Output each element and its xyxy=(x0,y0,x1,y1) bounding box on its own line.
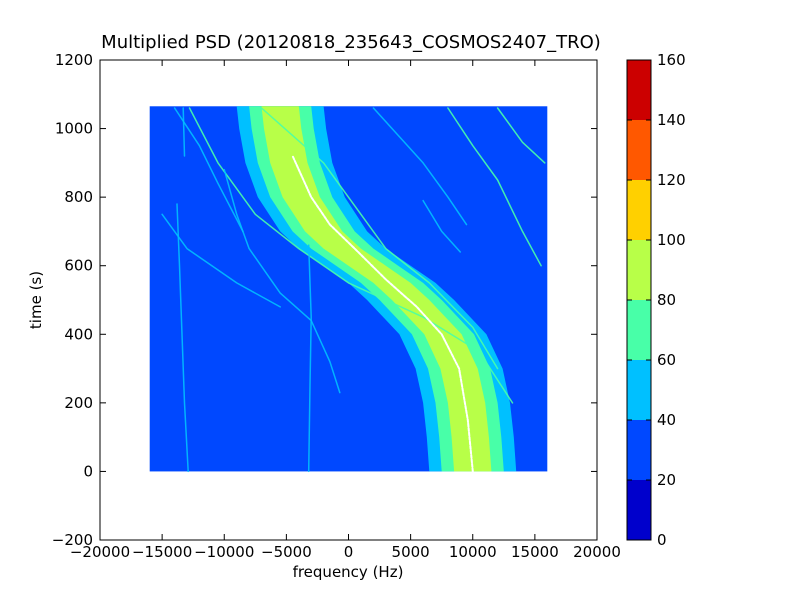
signal-trace xyxy=(307,244,312,473)
colorbar-tick-label: 60 xyxy=(657,351,676,369)
signal-trace xyxy=(422,199,462,253)
signal-trace xyxy=(223,168,341,394)
signal-trace xyxy=(447,107,542,267)
colorbar-tick-label: 80 xyxy=(657,291,676,309)
y-tick-label: 800 xyxy=(64,188,93,206)
x-tick-label: −5000 xyxy=(261,543,312,561)
plot-area xyxy=(99,59,598,541)
x-tick-label: 20000 xyxy=(573,543,621,561)
x-tick-label: 10000 xyxy=(449,543,497,561)
signal-trace xyxy=(173,107,244,233)
colorbar-tick-label: 100 xyxy=(657,231,686,249)
signal-trace xyxy=(260,107,499,370)
colorbar-tick-label: 0 xyxy=(657,531,667,549)
colorbar: 0 20 40 60 80 100 120 140 160 xyxy=(626,51,686,549)
y-tick-label: 0 xyxy=(83,462,93,480)
chart-title: Multiplied PSD (20120818_235643_COSMOS24… xyxy=(101,32,601,53)
x-axis-label: frequency (Hz) xyxy=(293,563,404,581)
y-axis: −200 0 200 400 600 800 1000 1200 xyxy=(52,51,597,549)
doppler-trace xyxy=(291,155,474,473)
colorbar-segment xyxy=(627,360,651,420)
x-tick-label: 15000 xyxy=(511,543,559,561)
colorbar-segment xyxy=(627,420,651,480)
signal-trace xyxy=(496,107,546,164)
signal-trace xyxy=(182,107,186,157)
y-tick-label: −200 xyxy=(52,531,93,549)
signal-trace xyxy=(176,203,189,473)
y-tick-label: 1000 xyxy=(55,120,93,138)
x-tick-label: 5000 xyxy=(392,543,430,561)
x-tick-label: −10000 xyxy=(194,543,254,561)
y-tick-label: 600 xyxy=(64,257,93,275)
heatmap-data xyxy=(149,106,548,473)
x-tick-label: 0 xyxy=(344,543,354,561)
colorbar-tick-label: 140 xyxy=(657,111,686,129)
x-axis: −20000 −15000 −10000 −5000 0 5000 10000 15000 20… xyxy=(70,60,621,561)
y-tick-label: 400 xyxy=(64,325,93,343)
colorbar-tick-label: 40 xyxy=(657,411,676,429)
colorbar-segment xyxy=(627,480,651,540)
y-axis-label: time (s) xyxy=(27,271,45,329)
signal-trace xyxy=(161,213,281,308)
colorbar-segment xyxy=(627,120,651,180)
y-tick-label: 1200 xyxy=(55,51,93,69)
colorbar-segment xyxy=(627,60,651,120)
colorbar-segment xyxy=(627,180,651,240)
colorbar-tick-label: 160 xyxy=(657,51,686,69)
signal-trace xyxy=(372,107,468,226)
colorbar-segment xyxy=(627,240,651,300)
y-tick-label: 200 xyxy=(64,394,93,412)
colorbar-tick-label: 120 xyxy=(657,171,686,189)
x-tick-label: −15000 xyxy=(132,543,192,561)
x-tick-label: −20000 xyxy=(70,543,130,561)
colorbar-segment xyxy=(627,300,651,360)
main-signal-band xyxy=(261,106,492,472)
colorbar-tick-label: 20 xyxy=(657,471,676,489)
